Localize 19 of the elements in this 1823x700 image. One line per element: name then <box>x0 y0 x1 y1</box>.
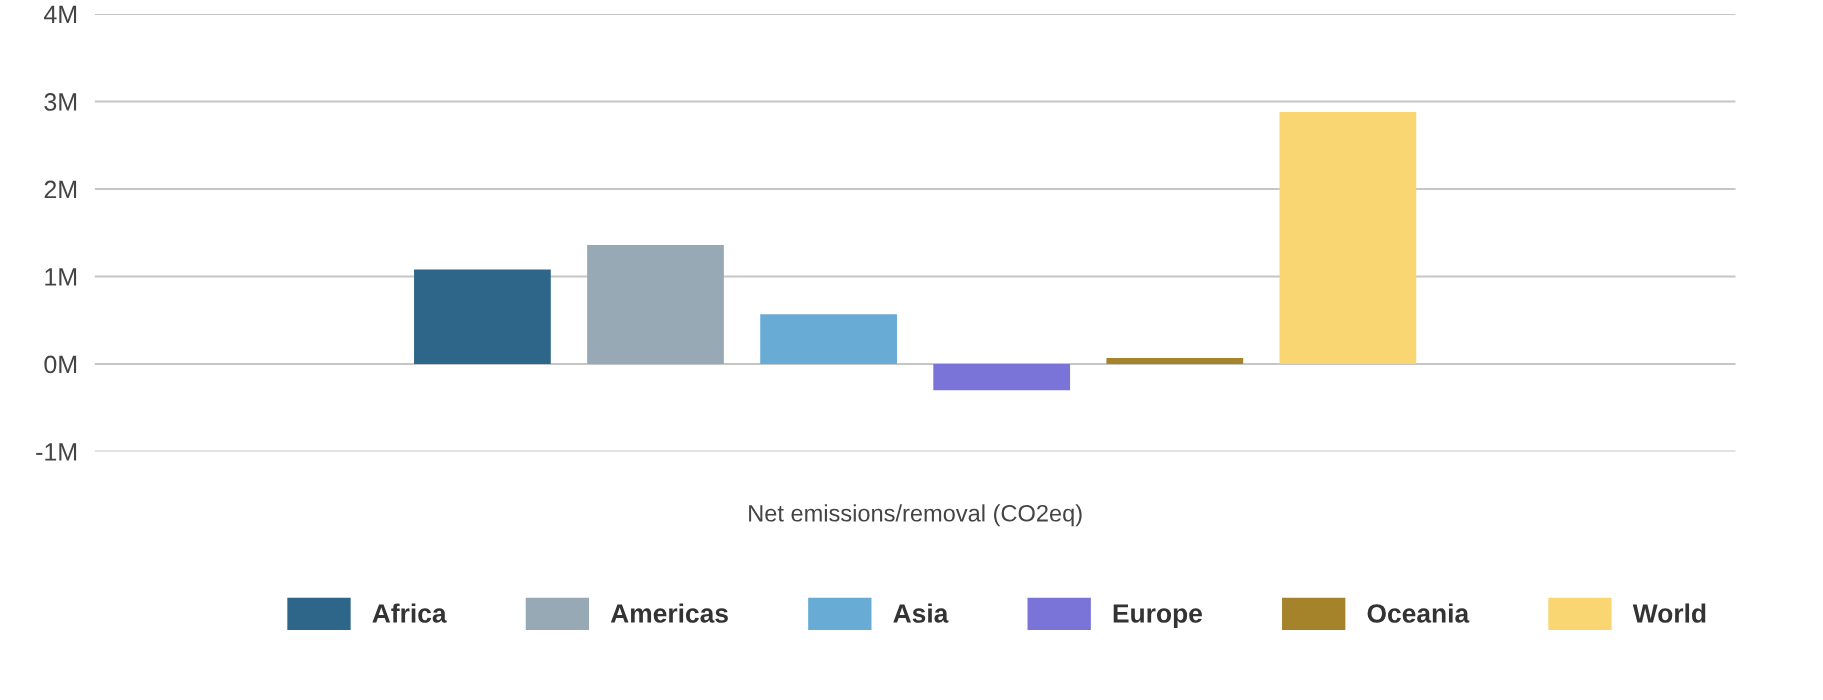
bar <box>1279 112 1417 364</box>
legend-label: Africa <box>372 603 447 623</box>
y-tick-label: 1M <box>45 268 77 286</box>
legend-label: Oceania <box>1367 603 1470 623</box>
y-tick-label: 3M <box>44 93 77 111</box>
y-tick-label: 2M <box>44 180 77 199</box>
y-tick-label: -1M <box>36 443 77 461</box>
bar <box>414 269 551 364</box>
legend-label: Americas <box>610 603 728 623</box>
bar <box>933 364 1071 391</box>
y-tick-label: 0M <box>44 355 77 374</box>
y-tick-label: 4M <box>43 5 77 24</box>
bar <box>760 314 897 364</box>
bar <box>1106 357 1244 364</box>
bar <box>587 245 724 364</box>
x-tick-label: Net emissions/removal (CO2eq) <box>749 504 1082 527</box>
legend-label: Europe <box>1113 604 1202 629</box>
legend-label: World <box>1632 603 1706 623</box>
legend-label: Asia <box>893 603 949 623</box>
